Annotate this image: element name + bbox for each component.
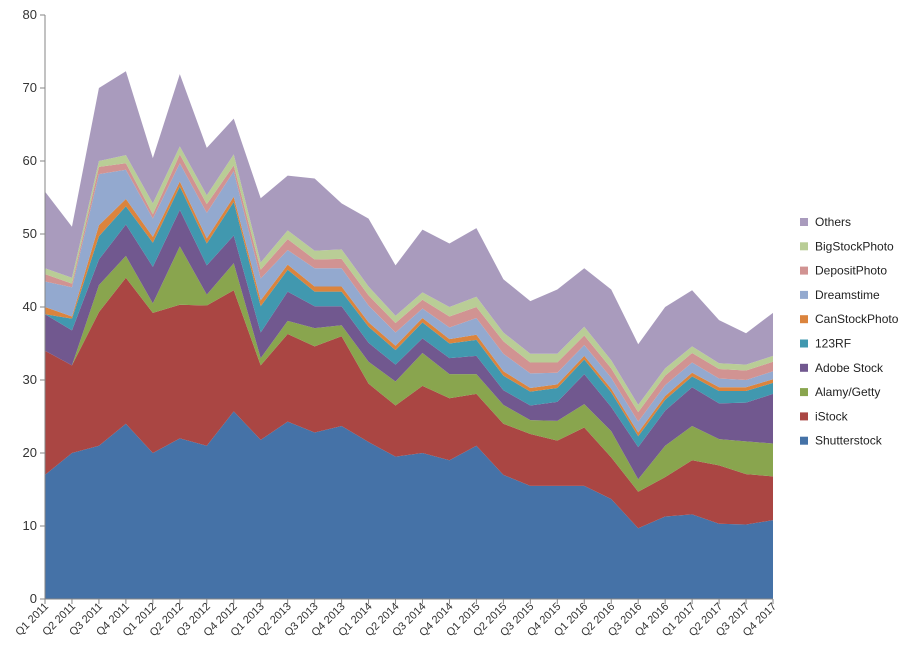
- legend-label: Alamy/Getty: [815, 385, 880, 399]
- legend-label: 123RF: [815, 337, 851, 351]
- y-tick-label: 40: [23, 299, 37, 314]
- area-layers: [45, 71, 773, 599]
- area-shutterstock: [45, 411, 773, 599]
- area-others: [45, 71, 773, 405]
- y-tick-label: 30: [23, 372, 37, 387]
- area-istock: [45, 277, 773, 529]
- area-adobe-stock: [45, 209, 773, 480]
- legend: Others BigStockPhoto DepositPhoto Dreamstim…: [800, 215, 899, 448]
- legend-swatch: [800, 218, 808, 226]
- legend-swatch: [800, 412, 808, 421]
- y-tick-label: 10: [23, 518, 37, 533]
- y-tick-label: 70: [23, 80, 37, 95]
- y-tick-label: 20: [23, 445, 37, 460]
- legend-label: iStock: [815, 409, 849, 423]
- legend-label: CanStockPhoto: [815, 312, 899, 326]
- legend-swatch: [800, 315, 808, 324]
- area-dreamstime: [45, 163, 773, 433]
- legend-swatch: [800, 388, 808, 397]
- legend-swatch: [800, 339, 808, 348]
- legend-label: Dreamstime: [815, 288, 880, 302]
- legend-item-others: Others: [800, 215, 851, 229]
- legend-item-alamy-getty: Alamy/Getty: [800, 385, 880, 399]
- legend-swatch: [800, 290, 808, 299]
- legend-item-canstockphoto: CanStockPhoto: [800, 312, 899, 326]
- legend-item-dreamstime: Dreamstime: [800, 288, 880, 302]
- legend-label: DepositPhoto: [815, 264, 887, 278]
- y-tick-label: 0: [30, 591, 37, 606]
- legend-item-adobe-stock: Adobe Stock: [800, 361, 884, 375]
- legend-swatch: [800, 363, 808, 372]
- legend-item-123rf: 123RF: [800, 337, 851, 351]
- area-alamy-getty: [45, 246, 773, 492]
- legend-label: Others: [815, 215, 851, 229]
- legend-label: BigStockPhoto: [815, 239, 894, 253]
- legend-item-istock: iStock: [800, 409, 849, 423]
- legend-swatch: [800, 266, 808, 275]
- legend-swatch: [800, 436, 808, 445]
- y-tick-label: 60: [23, 153, 37, 168]
- legend-item-bigstockphoto: BigStockPhoto: [800, 239, 894, 253]
- legend-swatch: [800, 242, 808, 251]
- legend-item-shutterstock: Shutterstock: [800, 434, 883, 448]
- area-canstockphoto: [45, 181, 773, 437]
- legend-label: Shutterstock: [815, 434, 883, 448]
- legend-label: Adobe Stock: [815, 361, 884, 375]
- y-tick-label: 50: [23, 226, 37, 241]
- area-123rf: [45, 186, 773, 448]
- legend-item-depositphoto: DepositPhoto: [800, 264, 887, 278]
- y-tick-label: 80: [23, 7, 37, 22]
